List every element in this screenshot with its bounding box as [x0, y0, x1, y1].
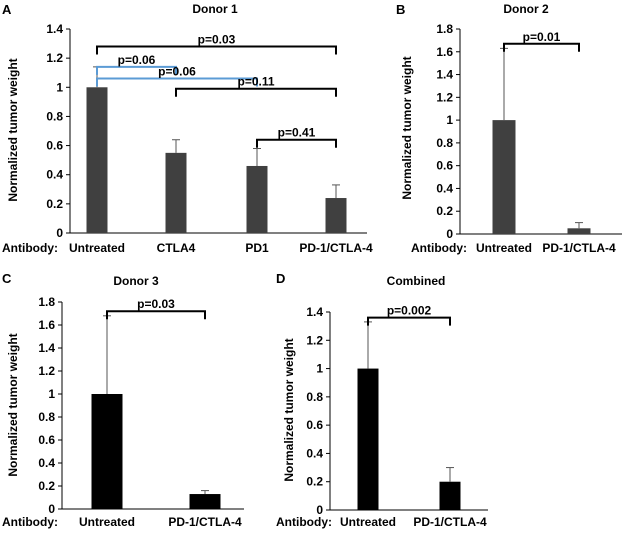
category-label: PD-1/CTLA-4: [413, 515, 487, 529]
y-tick-label: 1: [446, 113, 453, 127]
y-tick-label: 0.2: [38, 479, 55, 493]
p-value-label: p=0.41: [278, 126, 316, 140]
y-tick-label: 1.2: [38, 364, 55, 378]
y-tick-label: 0.2: [436, 204, 453, 218]
y-tick-label: 1.8: [436, 22, 453, 36]
bar: [567, 228, 591, 234]
y-axis-label: Normalized tumor weight: [400, 56, 414, 199]
panel-a: A Donor 1 0 0.2 0.4 0.6 0.8 1 1.2 1.4 Normalized t…: [2, 2, 373, 255]
y-tick-label: 0.6: [306, 418, 323, 432]
y-tick-label: 0.8: [436, 136, 453, 150]
y-tick-label: 0.6: [38, 433, 55, 447]
bar: [91, 394, 123, 509]
panel-c: C Donor 3 0 0.2 0.4 0.6 0.8 1 1.2 1.4 1.6 1.8 Normal…: [2, 271, 244, 529]
y-tick-label: 1: [316, 362, 323, 376]
significance-bracket: [96, 77, 258, 87]
y-tick-label: 0.8: [46, 109, 63, 123]
significance-bracket: [96, 45, 337, 55]
significance-bracket: [503, 42, 580, 52]
significance-bracket: [367, 316, 451, 326]
y-tick-label: 0: [56, 226, 63, 240]
chart-title: Donor 2: [503, 2, 549, 16]
y-tick-label: 1.4: [38, 341, 55, 355]
y-tick-label: 1.4: [436, 68, 453, 82]
category-label: CTLA4: [157, 241, 196, 255]
panel-letter: A: [2, 2, 12, 17]
y-tick-label: 0.8: [38, 410, 55, 424]
bar: [246, 165, 268, 233]
antibody-label: Antibody:: [276, 515, 332, 529]
y-axis-label: Normalized tumor weight: [6, 58, 20, 201]
p-value-label: p=0.03: [198, 32, 236, 46]
y-axis-label: Normalized tumor weight: [6, 333, 20, 476]
significance-bracket: [175, 87, 337, 97]
bar: [439, 481, 461, 510]
panel-b: B Donor 2 0 0.2 0.4 0.6 0.8 1 1.2 1.4 1.6 1.8 Normal…: [396, 2, 622, 255]
y-tick-label: 1: [56, 80, 63, 94]
category-label: Untreated: [476, 241, 532, 255]
y-tick-label: 1.2: [436, 90, 453, 104]
y-axis-label: Normalized tumor weight: [282, 338, 296, 481]
category-label: PD-1/CTLA-4: [168, 515, 242, 529]
bar: [325, 198, 347, 233]
antibody-label: Antibody:: [411, 241, 467, 255]
chart-title: Donor 3: [113, 274, 159, 288]
category-label: Untreated: [69, 241, 125, 255]
p-value-label: p=0.06: [118, 53, 156, 67]
panel-d: D Combined 0 0.2 0.4 0.6 0.8 1 1.2 1.4 Normalized …: [276, 271, 488, 529]
y-tick-label: 0.8: [306, 390, 323, 404]
bar: [86, 87, 108, 234]
y-tick-label: 1.2: [306, 333, 323, 347]
antibody-label: Antibody:: [2, 515, 58, 529]
y-tick-label: 0.4: [306, 446, 323, 460]
y-tick-label: 1.6: [436, 45, 453, 59]
p-value-label: p=0.002: [387, 304, 432, 318]
panel-letter: C: [2, 271, 12, 286]
bar: [492, 120, 516, 234]
y-tick-label: 0: [48, 502, 55, 516]
y-tick-label: 0.4: [46, 168, 63, 182]
antibody-label: Antibody:: [2, 241, 58, 255]
y-tick-label: 1.6: [38, 318, 55, 332]
p-value-label: p=0.11: [237, 75, 274, 89]
p-value-label: p=0.06: [158, 65, 196, 79]
y-tick-label: 1.4: [306, 305, 323, 319]
y-tick-label: 0: [446, 227, 453, 241]
bar: [165, 152, 187, 233]
category-label: PD1: [245, 241, 269, 255]
p-value-label: p=0.01: [523, 30, 561, 44]
category-label: Untreated: [340, 515, 396, 529]
significance-bracket: [256, 138, 337, 148]
category-label: Untreated: [79, 515, 135, 529]
y-tick-label: 1.4: [46, 22, 63, 36]
p-value-label: p=0.03: [137, 297, 175, 311]
category-label: PD-1/CTLA-4: [299, 241, 373, 255]
panel-letter: B: [396, 2, 405, 17]
category-label: PD-1/CTLA-4: [542, 241, 616, 255]
y-tick-label: 1.8: [38, 295, 55, 309]
y-tick-label: 1: [48, 387, 55, 401]
panel-letter: D: [276, 271, 285, 286]
bar: [357, 368, 379, 510]
chart-title: Combined: [387, 274, 446, 288]
chart-title: Donor 1: [192, 2, 238, 16]
y-tick-label: 0.4: [38, 456, 55, 470]
significance-bracket: [106, 310, 206, 320]
y-tick-label: 0.6: [436, 159, 453, 173]
y-tick-label: 0.4: [436, 181, 453, 195]
bar: [189, 494, 221, 509]
significance-bracket: [96, 65, 177, 75]
y-tick-label: 0.2: [306, 475, 323, 489]
y-tick-label: 0: [316, 503, 323, 517]
y-tick-label: 1.2: [46, 51, 63, 65]
y-tick-label: 0.6: [46, 139, 63, 153]
y-tick-label: 0.2: [46, 197, 63, 211]
